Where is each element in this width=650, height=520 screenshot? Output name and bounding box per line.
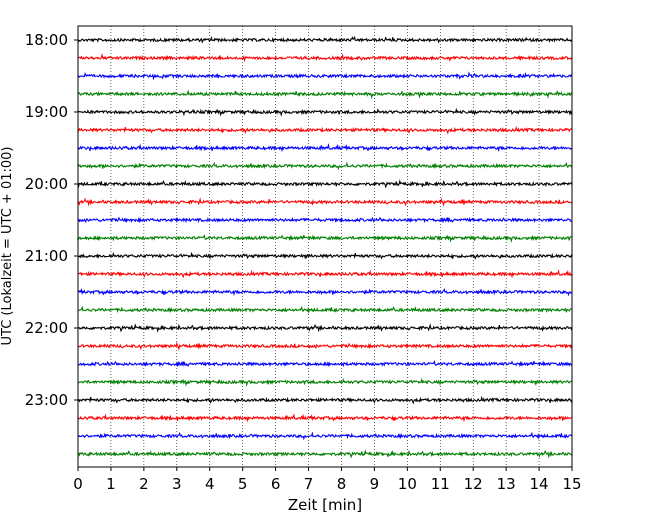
trace-line (77, 234, 573, 243)
y-axis-label: UTC (Lokalzeit = UTC + 01:00) (0, 147, 15, 346)
trace-line (77, 143, 573, 153)
y-tick-label: 22:00 (25, 319, 68, 337)
seismic-traces (77, 35, 573, 459)
x-tick-label: 9 (370, 475, 380, 493)
x-tick-label: 12 (464, 475, 483, 493)
trace-line (77, 395, 573, 405)
x-tick-label: 8 (337, 475, 347, 493)
trace-line (77, 161, 573, 171)
x-axis-ticks: 0 1 2 3 4 5 6 7 8 9 10 11 12 13 14 15 (73, 467, 582, 493)
x-tick-label: 10 (398, 475, 417, 493)
x-tick-label: 7 (304, 475, 314, 493)
trace-line (77, 125, 573, 135)
y-axis-ticks: 18:00 19:00 20:00 21:00 22:00 23:00 (25, 31, 78, 409)
x-tick-label: 11 (431, 475, 450, 493)
trace-line (77, 341, 573, 351)
trace-line (77, 107, 573, 117)
trace-line (77, 449, 573, 459)
trace-line (77, 53, 573, 63)
x-tick-label: 2 (139, 475, 149, 493)
trace-line (77, 71, 573, 81)
trace-line (77, 377, 573, 387)
trace-line (77, 251, 573, 260)
trace-line (77, 413, 573, 423)
x-tick-label: 0 (73, 475, 83, 493)
x-tick-label: 13 (497, 475, 516, 493)
trace-line (77, 179, 573, 189)
trace-line (77, 269, 573, 279)
y-tick-label: 23:00 (25, 391, 68, 409)
trace-line (78, 305, 573, 314)
trace-line (77, 287, 573, 297)
x-tick-label: 15 (562, 475, 581, 493)
x-tick-label: 4 (205, 475, 215, 493)
x-tick-label: 5 (238, 475, 248, 493)
trace-line (77, 431, 573, 441)
x-tick-label: 3 (172, 475, 182, 493)
y-tick-label: 21:00 (25, 247, 68, 265)
x-axis-label: Zeit [min] (288, 496, 362, 514)
x-tick-label: 6 (271, 475, 281, 493)
plot-frame (77, 25, 573, 468)
y-tick-label: 20:00 (25, 175, 68, 193)
x-tick-label: 14 (530, 475, 549, 493)
y-tick-label: 19:00 (25, 103, 68, 121)
trace-line (77, 89, 573, 99)
trace-line (77, 197, 573, 207)
y-tick-label: 18:00 (25, 31, 68, 49)
trace-line (77, 360, 573, 368)
trace-line (77, 35, 573, 44)
x-tick-label: 1 (106, 475, 116, 493)
trace-line (77, 216, 572, 224)
trace-line (77, 323, 573, 333)
